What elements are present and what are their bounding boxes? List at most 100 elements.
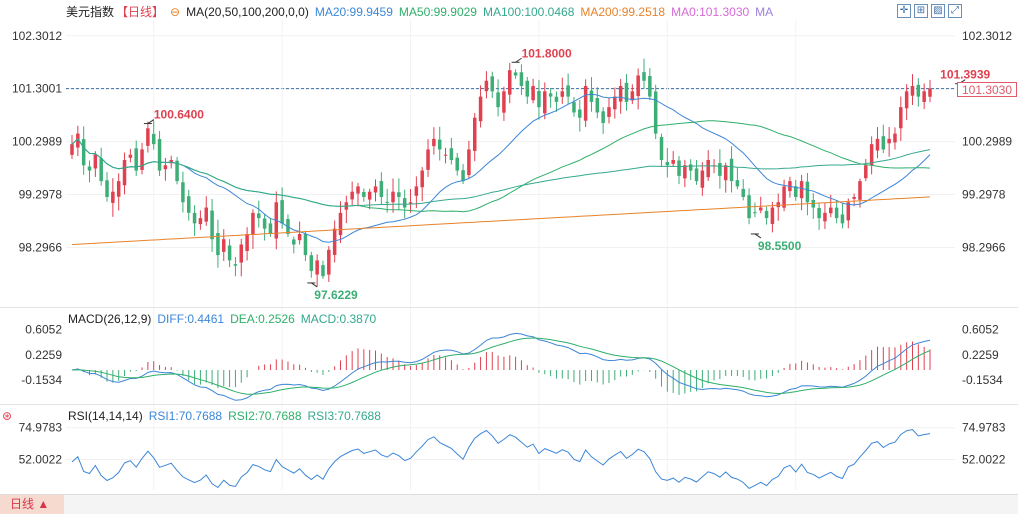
candle-body: [653, 91, 658, 134]
period-label[interactable]: 【日线】: [116, 5, 165, 19]
candle-body: [677, 160, 681, 176]
candle-body: [636, 75, 640, 97]
rsi-y-tick-left: 52.0022: [19, 453, 63, 467]
rsi2-value: RSI2:70.7688: [228, 409, 302, 423]
candle-body: [525, 80, 530, 97]
ma-lines: [71, 93, 931, 245]
candle-body: [618, 86, 623, 102]
ma100-value: MA100:100.0468: [482, 5, 575, 19]
macd-label[interactable]: MACD(26,12,9): [68, 312, 152, 326]
candle-body: [175, 160, 179, 182]
candle-body: [735, 180, 740, 187]
candle-body: [916, 84, 921, 97]
y-tick-right: 98.2966: [962, 240, 1006, 254]
candle-body: [356, 186, 360, 194]
dea-value: DEA:0.2526: [230, 312, 295, 326]
candle-body: [134, 148, 138, 171]
candle-body: [613, 96, 617, 110]
candle-body: [531, 86, 535, 101]
candle-body: [899, 107, 903, 129]
candle-body: [402, 198, 407, 208]
settings-icon[interactable]: ⊖: [170, 5, 181, 19]
candle-body: [671, 160, 675, 164]
current-price-label: 101.3030: [957, 82, 1017, 97]
candle-body: [688, 164, 693, 171]
candle-body: [601, 111, 605, 124]
candle-body: [350, 191, 354, 200]
candle-body: [227, 245, 232, 261]
candle-body: [315, 260, 319, 275]
candle-body: [76, 133, 80, 148]
rsi-panel: [71, 428, 931, 490]
candle-body: [642, 72, 646, 81]
candle-body: [694, 168, 699, 182]
target-icon[interactable]: ⊛: [2, 409, 13, 423]
ma200-line: [71, 196, 931, 245]
candle-body: [729, 158, 734, 182]
instrument-title: 美元指数: [66, 5, 115, 19]
candle-body: [204, 207, 208, 222]
candle-body: [858, 181, 862, 200]
candle-body: [805, 181, 810, 203]
candle-body: [443, 154, 448, 156]
ma20-line: [71, 93, 931, 243]
candle-body: [186, 196, 191, 213]
candle-body: [157, 139, 162, 171]
candle-body: [583, 86, 588, 121]
candle-body: [758, 207, 763, 211]
bottom-bar: 日线 ▲: [0, 494, 1018, 514]
candle-body: [467, 149, 471, 176]
candle-body: [881, 136, 886, 150]
candle-body: [268, 223, 273, 234]
candle-body: [303, 234, 308, 256]
candle-body: [426, 149, 430, 170]
candles: [70, 58, 932, 287]
candle-body: [630, 91, 635, 101]
candle-body: [753, 212, 757, 214]
candle-body: [578, 109, 582, 118]
candle-body: [589, 90, 594, 102]
candle-body: [87, 166, 92, 171]
candle-body: [414, 186, 419, 196]
period-switch-button[interactable]: 日线 ▲: [0, 495, 64, 514]
crosshair-icon[interactable]: ✛: [897, 4, 911, 18]
rsi-label[interactable]: RSI(14,14,14): [68, 409, 143, 423]
expand-icon[interactable]: ⤢: [948, 4, 962, 18]
ma-label[interactable]: MA(20,50,100,200,0,0): [186, 5, 309, 19]
candle-body: [922, 91, 926, 102]
candle-body: [70, 144, 74, 155]
macd-y-tick-left: -0.1534: [21, 373, 62, 387]
candle-body: [665, 162, 670, 166]
fit-icon[interactable]: ⊞: [914, 4, 928, 18]
candle-body: [776, 202, 780, 208]
candle-body: [683, 165, 687, 179]
rsi-y-tick-left: 74.9783: [19, 421, 63, 435]
rsi-line: [71, 428, 931, 490]
candle-body: [659, 136, 664, 160]
y-tick-left: 98.2966: [19, 240, 63, 254]
candle-body: [508, 70, 512, 95]
candle-body: [799, 181, 804, 199]
candle-body: [338, 212, 343, 236]
candle-body: [280, 200, 284, 224]
candle-body: [262, 218, 267, 229]
candle-body: [910, 86, 915, 96]
candle-body: [864, 165, 868, 179]
y-tick-right: 100.2989: [962, 135, 1012, 149]
candle-body: [519, 72, 524, 87]
candle-body: [449, 148, 454, 160]
chart-type-icon[interactable]: ▨: [931, 4, 945, 18]
y-tick-left: 101.3001: [12, 82, 62, 96]
candle-body: [397, 192, 401, 197]
candle-body: [292, 239, 296, 245]
diff-line: [71, 332, 931, 401]
macd-value: MACD:0.3870: [300, 312, 377, 326]
candle-body: [869, 144, 874, 166]
candle-body: [198, 218, 203, 225]
candle-body: [548, 93, 553, 97]
candle-body: [607, 107, 611, 117]
y-tick-right: 99.2978: [962, 187, 1006, 201]
rsi-y-tick-right: 74.9783: [962, 421, 1006, 435]
candle-body: [595, 98, 600, 113]
